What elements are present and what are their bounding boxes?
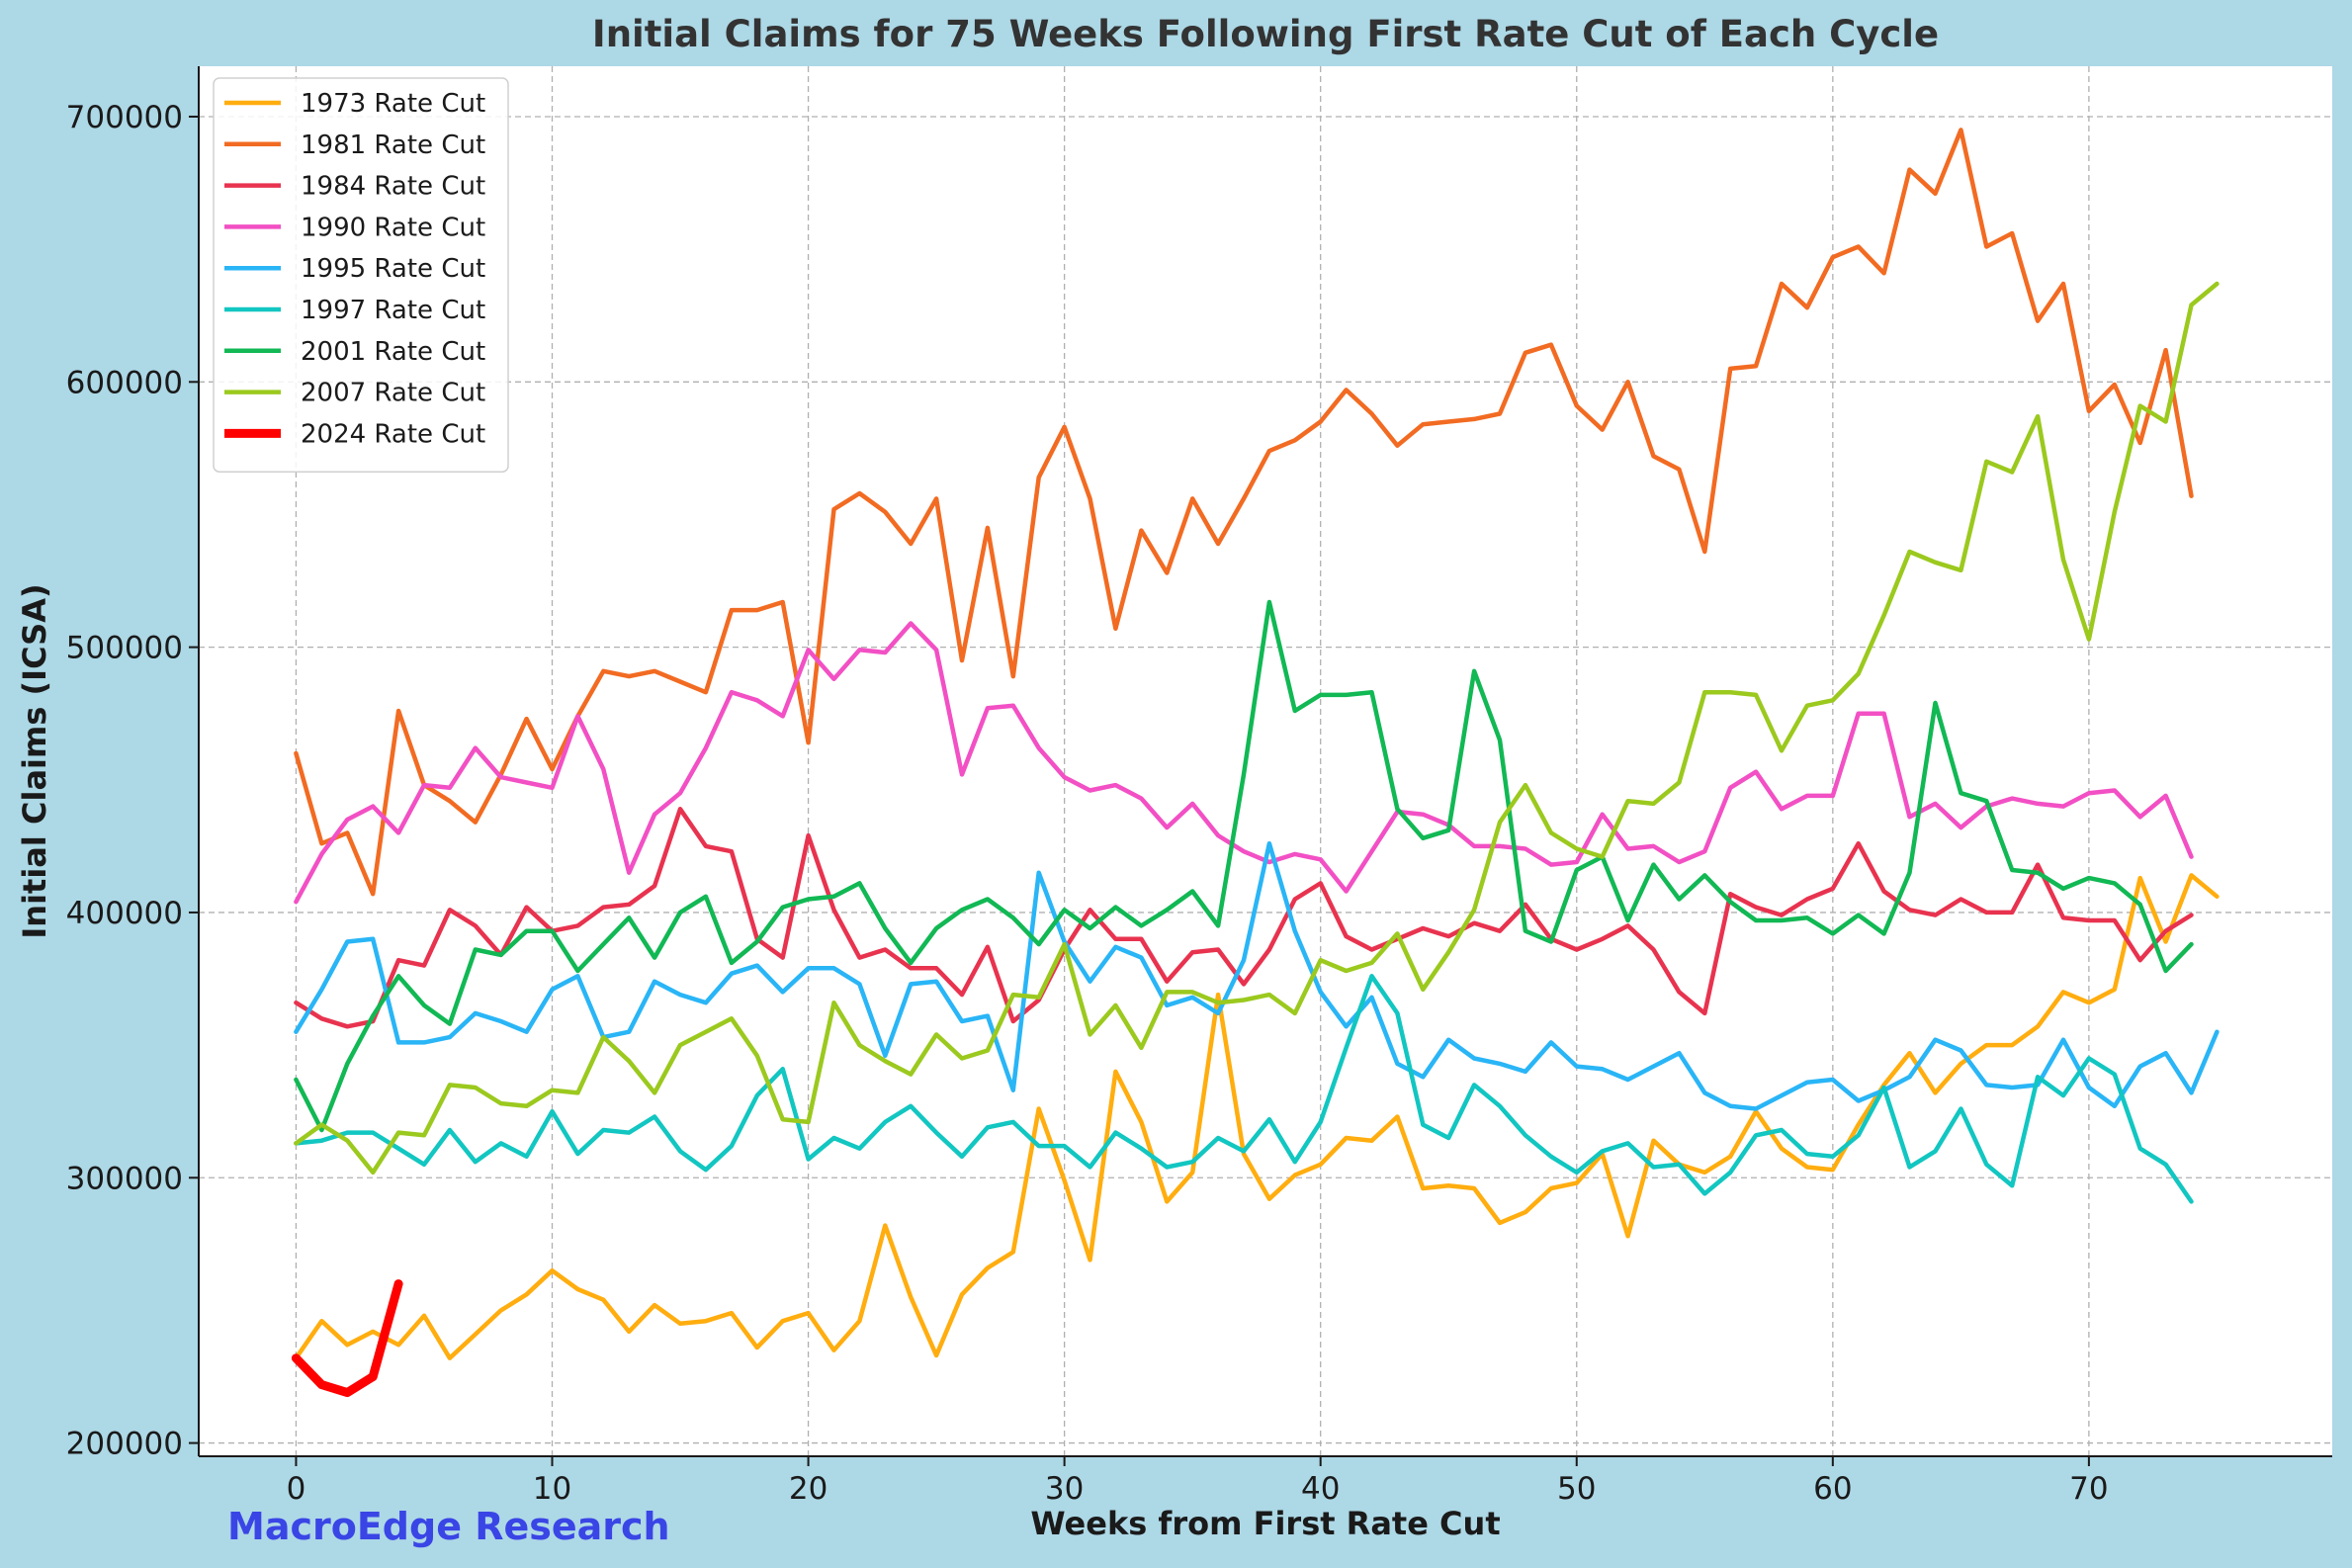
x-tick-label: 40: [1301, 1471, 1340, 1507]
series-line-2007-rate-cut: [294, 281, 2220, 1176]
legend-box: [213, 77, 509, 473]
series-lines: [291, 128, 2220, 1398]
plot-area: [199, 66, 2332, 1456]
y-tick-label: 300000: [66, 1161, 183, 1196]
y-tick-label: 500000: [66, 631, 183, 666]
legend-label-1997-rate-cut: 1997 Rate Cut: [301, 296, 485, 325]
legend-label-1984-rate-cut: 1984 Rate Cut: [301, 172, 485, 202]
grid: [199, 66, 2332, 1456]
series-line-2001-rate-cut: [294, 599, 2194, 1133]
chart-title: Initial Claims for 75 Weeks Following Fi…: [592, 13, 1939, 55]
x-tick-label: 30: [1045, 1471, 1084, 1507]
legend-label-1973-rate-cut: 1973 Rate Cut: [301, 89, 485, 119]
x-axis-label: Weeks from First Rate Cut: [1030, 1505, 1500, 1542]
axes: [198, 66, 2332, 1457]
watermark: MacroEdge Research: [227, 1505, 670, 1548]
legend-label-2024-rate-cut: 2024 Rate Cut: [301, 419, 485, 449]
x-tick-label: 50: [1557, 1471, 1596, 1507]
legend-label-1990-rate-cut: 1990 Rate Cut: [301, 213, 485, 242]
y-axis-label: Initial Claims (ICSA): [16, 583, 53, 938]
x-tick-label: 70: [2069, 1471, 2108, 1507]
series-line-1997-rate-cut: [294, 974, 2194, 1204]
series-line-1990-rate-cut: [294, 621, 2194, 905]
series-line-1981-rate-cut: [294, 128, 2194, 897]
y-tick-label: 700000: [66, 100, 183, 135]
y-tick-label: 400000: [66, 896, 183, 931]
legend-label-2007-rate-cut: 2007 Rate Cut: [301, 379, 485, 408]
series-line-1995-rate-cut: [294, 840, 2220, 1111]
y-ticks: 200000 300000 400000 500000 600000 700000: [66, 100, 199, 1462]
x-tick-label: 10: [533, 1471, 571, 1507]
legend-label-2001-rate-cut: 2001 Rate Cut: [301, 337, 485, 367]
y-tick-label: 600000: [66, 365, 183, 400]
x-tick-label: 60: [1813, 1471, 1852, 1507]
legend-label-1981-rate-cut: 1981 Rate Cut: [301, 131, 485, 160]
legend: 1973 Rate Cut 1981 Rate Cut 1984 Rate Cut 1…: [213, 77, 509, 473]
legend-label-1995-rate-cut: 1995 Rate Cut: [301, 254, 485, 284]
series-line-1984-rate-cut: [294, 807, 2194, 1029]
series-line-1973-rate-cut: [294, 873, 2220, 1360]
x-ticks: 0 10 20 30 40 50 60 70: [287, 1456, 2109, 1507]
x-tick-label: 20: [789, 1471, 828, 1507]
y-tick-label: 200000: [66, 1427, 183, 1462]
series-line-2024-rate-cut: [291, 1279, 403, 1398]
x-tick-label: 0: [287, 1471, 306, 1507]
